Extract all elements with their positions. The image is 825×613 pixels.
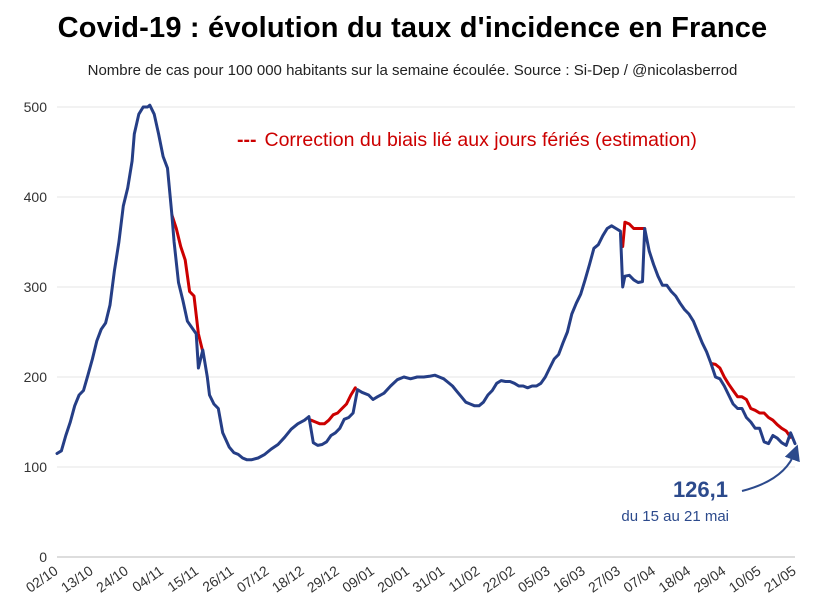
x-tick-label: 04/11: [129, 562, 166, 595]
y-axis: 0 100 200 300 400 500: [24, 99, 48, 565]
legend: --- Correction du biais lié aux jours fér…: [237, 129, 697, 151]
legend-marker: ---: [237, 129, 256, 151]
legend-label: --- Correction du biais lié aux jours fér…: [237, 129, 697, 151]
x-tick-label: 27/03: [585, 562, 623, 595]
x-tick-label: 05/03: [515, 562, 553, 595]
x-tick-label: 15/11: [164, 562, 201, 595]
latest-value-annotation: 126,1 du 15 au 21 mai: [621, 444, 800, 525]
correction-line: [709, 362, 793, 439]
x-tick-label: 07/04: [620, 562, 658, 595]
correction-line: [309, 386, 357, 426]
series-lines: [55, 103, 797, 462]
chart-title: Covid-19 : évolution du taux d'incidence…: [57, 12, 768, 44]
correction-line: [621, 220, 647, 248]
x-tick-label: 10/05: [726, 562, 764, 595]
y-tick-label: 0: [39, 549, 47, 565]
x-tick-label: 18/12: [269, 562, 307, 595]
y-tick-label: 300: [24, 279, 48, 295]
x-tick-label: 22/02: [480, 562, 518, 595]
x-axis: 02/1013/1024/1004/1115/1126/1107/1218/12…: [23, 562, 799, 595]
y-tick-label: 100: [24, 459, 48, 475]
x-tick-label: 16/03: [550, 562, 588, 595]
grid: [57, 106, 795, 558]
x-tick-label: 29/12: [304, 562, 342, 595]
y-tick-label: 400: [24, 189, 48, 205]
legend-text: Correction du biais lié aux jours fériés…: [264, 129, 696, 151]
chart-subtitle: Nombre de cas pour 100 000 habitants sur…: [87, 62, 738, 79]
correction-line: [170, 213, 205, 354]
x-tick-label: 09/01: [339, 562, 377, 595]
x-tick-label: 29/04: [691, 562, 729, 595]
latest-value: 126,1: [673, 477, 728, 502]
x-tick-label: 02/10: [23, 562, 61, 595]
y-tick-label: 500: [24, 99, 48, 115]
x-tick-label: 20/01: [374, 562, 412, 595]
x-tick-label: 31/01: [409, 562, 447, 595]
x-tick-label: 13/10: [58, 562, 96, 595]
incidence-line: [55, 103, 797, 462]
latest-period: du 15 au 21 mai: [621, 508, 729, 525]
annotation-arrow: [741, 444, 800, 492]
x-tick-label: 18/04: [655, 562, 693, 595]
x-tick-label: 24/10: [93, 562, 131, 595]
x-tick-label: 11/02: [445, 562, 482, 595]
x-tick-label: 21/05: [761, 562, 799, 595]
y-tick-label: 200: [24, 369, 48, 385]
x-tick-label: 07/12: [234, 562, 272, 595]
x-tick-label: 26/11: [199, 562, 236, 595]
